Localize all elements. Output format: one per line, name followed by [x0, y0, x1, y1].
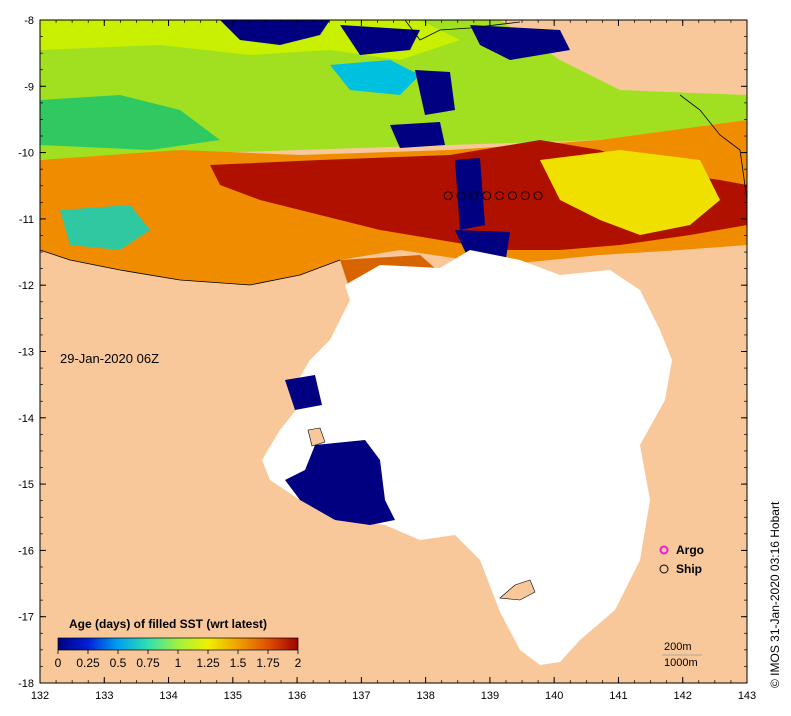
ship-observation-marker — [495, 191, 504, 201]
x-tick-label: 134 — [159, 690, 177, 702]
x-tick-label: 136 — [288, 690, 306, 702]
ship-observation-marker — [507, 191, 517, 201]
coastline-north — [404, 20, 521, 41]
colorbar-tick-label: 0.25 — [76, 656, 100, 670]
x-tick-label: 142 — [674, 690, 692, 702]
ship-observation-marker — [469, 191, 479, 201]
x-tick-label: 135 — [224, 690, 242, 702]
colorbar-tick-label: 0.5 — [110, 656, 127, 670]
contour-200m-label: 200m — [664, 641, 692, 653]
sst-patch-navy-5 — [390, 122, 445, 148]
colorbar-ticks: 0 0.25 0.5 0.75 1 1.25 1.5 1.75 2 — [55, 650, 302, 670]
coastline-east — [679, 94, 747, 201]
colorbar-tick-label: 0.75 — [136, 656, 160, 670]
colorbar-tick-label: 0 — [55, 656, 62, 670]
ship-label: Ship — [676, 562, 702, 576]
coastline-west — [40, 249, 341, 286]
x-tick-label: 139 — [481, 690, 499, 702]
colorbar-tick-label: 1.5 — [230, 656, 247, 670]
y-tick-label: -9 — [24, 81, 34, 93]
timestamp-label: 29-Jan-2020 06Z — [60, 351, 159, 366]
colorbar-title: Age (days) of filled SST (wrt latest) — [69, 617, 267, 631]
y-tick-label: -12 — [18, 280, 34, 292]
contour-1000m-label: 1000m — [664, 657, 698, 669]
sst-band-teal — [60, 205, 150, 250]
colorbar-tick-label: 1.25 — [196, 656, 220, 670]
ship-observation-marker — [533, 191, 543, 201]
sst-patch-navy-3 — [470, 25, 570, 60]
island-groote — [307, 427, 326, 447]
ship-observation-marker — [456, 191, 466, 201]
y-tick-label: -15 — [18, 479, 34, 491]
ship-observation-marker — [482, 191, 492, 201]
x-tick-label: 141 — [609, 690, 627, 702]
map-plot-area — [40, 20, 747, 683]
y-tick-label: -13 — [18, 347, 34, 359]
x-axis: 132 133 134 135 136 137 138 139 140 141 142 143 — [31, 20, 756, 702]
sst-patch-navy-west-coast — [285, 375, 322, 410]
colorbar-tick-label: 1.75 — [256, 656, 280, 670]
sst-patch-navy-2 — [340, 25, 420, 55]
y-tick-label: -18 — [18, 678, 34, 690]
sst-band-cyan — [330, 60, 420, 95]
argo-marker-icon — [659, 545, 669, 555]
sst-patch-navy-4 — [415, 70, 455, 115]
y-tick-label: -11 — [19, 214, 34, 226]
island-wellesley — [499, 579, 536, 601]
y-tick-label: -14 — [18, 413, 34, 425]
y-axis: -8 -9 -10 -11 -12 -13 -14 -15 -16 -17 -18 — [18, 15, 747, 690]
x-tick-label: 143 — [738, 690, 756, 702]
argo-label: Argo — [676, 543, 704, 557]
x-tick-label: 138 — [416, 690, 434, 702]
copyright-credit: © IMOS 31-Jan-2020 03:16 Hobart — [768, 501, 782, 688]
x-tick-label: 140 — [545, 690, 563, 702]
sst-patch-navy-west-gulf — [285, 440, 395, 525]
ship-track — [443, 191, 543, 201]
y-tick-label: -17 — [18, 612, 34, 624]
y-tick-label: -16 — [18, 545, 34, 557]
y-tick-label: -8 — [24, 15, 34, 27]
sst-band-green2 — [40, 95, 220, 150]
colorbar-tick-label: 1 — [175, 656, 182, 670]
x-tick-label: 137 — [352, 690, 370, 702]
sst-patch-navy-1 — [220, 20, 330, 45]
marker-legend: Argo Ship — [659, 543, 704, 576]
ship-observation-marker — [520, 191, 530, 201]
colorbar-gradient — [57, 637, 299, 651]
x-tick-label: 133 — [95, 690, 113, 702]
x-tick-label: 132 — [31, 690, 49, 702]
colorbar-tick-label: 2 — [295, 656, 302, 670]
sst-band-yellow — [540, 150, 720, 235]
contour-legend: 200m 1000m — [662, 641, 702, 669]
no-data-region — [262, 250, 672, 665]
ship-observation-marker — [443, 191, 453, 201]
ship-marker-icon — [659, 564, 669, 574]
y-tick-label: -10 — [18, 148, 34, 160]
